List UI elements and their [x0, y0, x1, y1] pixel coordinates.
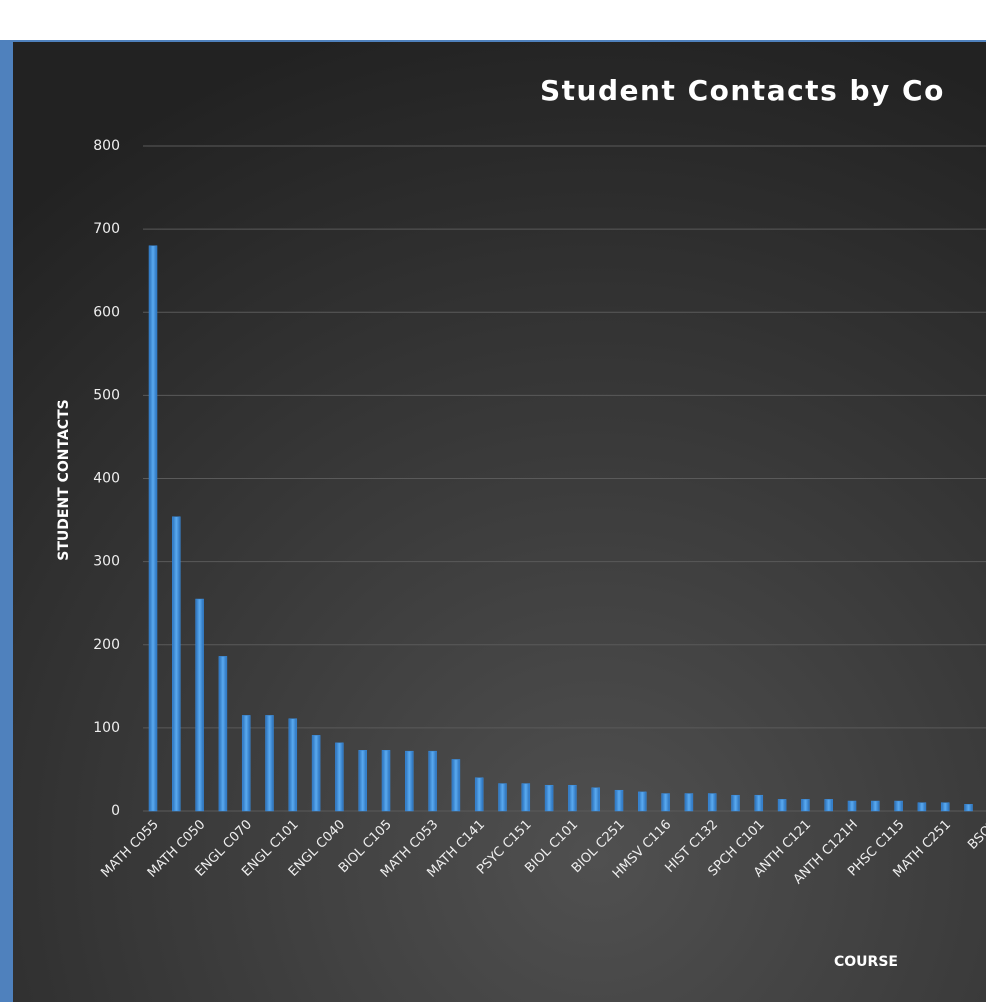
y-tick-label: 600 — [93, 304, 120, 320]
bar — [684, 793, 694, 812]
bar — [265, 715, 274, 812]
y-tick-label: 400 — [93, 471, 120, 487]
bar — [521, 783, 531, 812]
bar — [894, 800, 903, 812]
bar — [847, 800, 857, 812]
y-tick-label: 800 — [93, 138, 120, 154]
bar — [241, 715, 251, 812]
bar — [172, 516, 181, 812]
bar — [288, 718, 298, 812]
bar — [544, 784, 554, 812]
bar — [498, 783, 507, 812]
bar — [614, 789, 624, 812]
bar — [661, 793, 670, 812]
bar — [591, 787, 600, 812]
bar — [801, 799, 810, 812]
bar — [381, 750, 391, 812]
bar — [568, 784, 577, 812]
bar — [917, 802, 927, 812]
y-axis-label: STUDENT CONTACTS — [56, 399, 72, 560]
bar — [474, 777, 484, 812]
x-axis-label: COURSE — [834, 954, 898, 970]
bar — [638, 791, 647, 812]
y-tick-label: 200 — [93, 637, 120, 653]
bar — [335, 742, 344, 812]
y-tick-label: 300 — [93, 554, 120, 570]
y-tick-label: 700 — [93, 221, 120, 237]
bar — [148, 245, 158, 812]
y-tick-label: 0 — [111, 803, 120, 819]
bar — [777, 799, 787, 812]
bar — [964, 804, 973, 812]
bar — [428, 750, 437, 812]
y-tick-label: 500 — [93, 387, 120, 403]
bar — [195, 598, 204, 812]
bar — [218, 656, 228, 812]
bar — [707, 793, 717, 812]
bar — [824, 799, 833, 812]
bar — [754, 794, 764, 812]
bar — [731, 794, 740, 812]
y-tick-label: 100 — [93, 720, 120, 736]
bar — [940, 802, 950, 812]
bar — [311, 735, 321, 812]
bar — [451, 759, 461, 812]
chart-title: Student Contacts by Co — [540, 74, 945, 107]
bar — [871, 800, 880, 812]
bar — [358, 750, 367, 812]
bar — [405, 750, 414, 812]
